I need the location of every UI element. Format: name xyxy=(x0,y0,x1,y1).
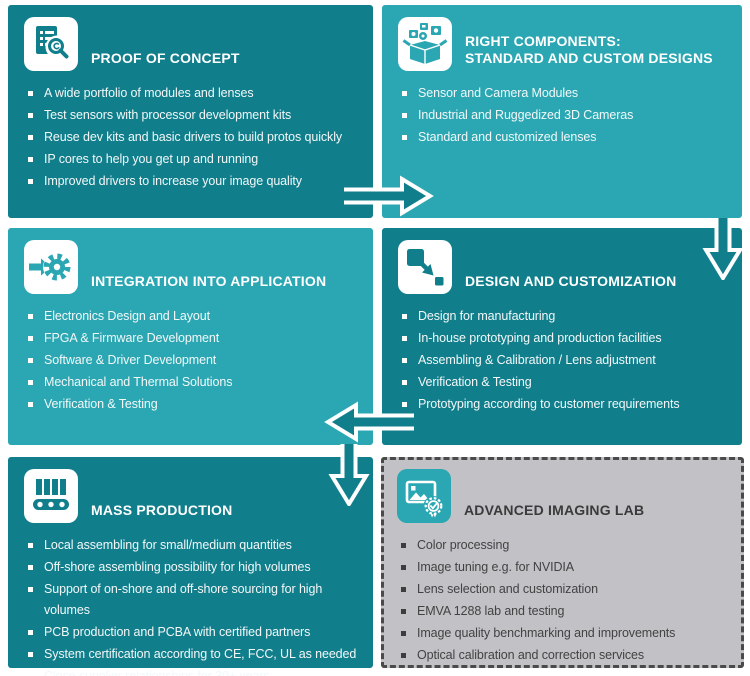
bullet-item: IP cores to help you get up and running xyxy=(24,149,367,170)
panel-header: MASS PRODUCTION xyxy=(24,469,367,523)
bullet-item: FPGA & Firmware Development xyxy=(24,328,367,349)
panel-header: ADVANCED IMAGING LAB xyxy=(397,469,737,523)
bullet-item: Sensor and Camera Modules xyxy=(398,83,736,104)
bullet-list: Color processing Image tuning e.g. for N… xyxy=(397,535,737,666)
bullet-item: Support of on-shore and off-shore sourci… xyxy=(24,579,367,621)
bullet-item: System certification according to CE, FC… xyxy=(24,644,367,665)
panel-right-components: RIGHT COMPONENTS: STANDARD AND CUSTOM DE… xyxy=(382,5,742,218)
flow-arrow-down-icon xyxy=(699,218,747,280)
bullet-item: Optical calibration and correction servi… xyxy=(397,645,737,666)
bullet-item: Mechanical and Thermal Solutions xyxy=(24,372,367,393)
bullet-item: Lens selection and customization xyxy=(397,579,737,600)
panel-header: DESIGN AND CUSTOMIZATION xyxy=(398,240,736,294)
panel-title-line: PROOF OF CONCEPT xyxy=(91,50,240,66)
panel-title: ADVANCED IMAGING LAB xyxy=(464,502,644,523)
bullet-item: Color processing xyxy=(397,535,737,556)
bullet-item: Standard and customized lenses xyxy=(398,127,736,148)
panel-title: MASS PRODUCTION xyxy=(91,502,232,523)
bullet-item: Prototyping according to customer requir… xyxy=(398,394,736,415)
conveyor-belt-icon xyxy=(24,469,78,523)
components-box-icon xyxy=(398,17,452,71)
bullet-item: Local assembling for small/medium quanti… xyxy=(24,535,367,556)
flow-arrow-right-icon xyxy=(344,172,434,220)
panel-header: PROOF OF CONCEPT xyxy=(24,17,367,71)
panel-title-line: RIGHT COMPONENTS: xyxy=(465,33,621,49)
bullet-item: Design for manufacturing xyxy=(398,306,736,327)
bullet-item: Reuse dev kits and basic drivers to buil… xyxy=(24,127,367,148)
panel-title: INTEGRATION INTO APPLICATION xyxy=(91,273,326,294)
resize-arrow-icon xyxy=(398,240,452,294)
panel-title-line: MASS PRODUCTION xyxy=(91,502,233,518)
bullet-item: EMVA 1288 lab and testing xyxy=(397,601,737,622)
flow-arrow-left-icon xyxy=(322,398,414,446)
panel-title: DESIGN AND CUSTOMIZATION xyxy=(465,273,676,294)
panel-proof-of-concept: PROOF OF CONCEPT A wide portfolio of mod… xyxy=(8,5,373,218)
panel-integration-into-application: INTEGRATION INTO APPLICATION Electronics… xyxy=(8,228,373,445)
bullet-item: Close supplier relationships for 30+ yea… xyxy=(24,666,367,676)
bullet-item: Verification & Testing xyxy=(398,372,736,393)
bullet-item: Software & Driver Development xyxy=(24,350,367,371)
bullet-item: Assembling & Calibration / Lens adjustme… xyxy=(398,350,736,371)
panel-mass-production: MASS PRODUCTION Local assembling for sma… xyxy=(8,457,373,676)
bullet-item: Industrial and Ruggedized 3D Cameras xyxy=(398,105,736,126)
bullet-item: A wide portfolio of modules and lenses xyxy=(24,83,367,104)
flow-arrow-down-icon xyxy=(325,444,373,506)
panel-advanced-imaging-lab: ADVANCED IMAGING LAB Color processing Im… xyxy=(381,457,744,668)
panel-title: PROOF OF CONCEPT xyxy=(91,50,240,71)
bullet-item: Image quality benchmarking and improveme… xyxy=(397,623,737,644)
bullet-item: In-house prototyping and production faci… xyxy=(398,328,736,349)
panel-title-line: ADVANCED IMAGING LAB xyxy=(464,502,645,518)
panel-design-and-customization: DESIGN AND CUSTOMIZATION Design for manu… xyxy=(382,228,742,445)
bullet-item: Image tuning e.g. for NVIDIA xyxy=(397,557,737,578)
bullet-list: Sensor and Camera Modules Industrial and… xyxy=(398,83,736,148)
bullet-item: Off-shore assembling possibility for hig… xyxy=(24,557,367,578)
bullet-list: Electronics Design and Layout FPGA & Fir… xyxy=(24,306,367,415)
document-search-icon xyxy=(24,17,78,71)
panel-header: INTEGRATION INTO APPLICATION xyxy=(24,240,367,294)
panel-title: RIGHT COMPONENTS: STANDARD AND CUSTOM DE… xyxy=(465,33,713,71)
bullet-list: Design for manufacturing In-house protot… xyxy=(398,306,736,415)
bullet-item: Verification & Testing xyxy=(24,394,367,415)
imaging-badge-icon xyxy=(397,469,451,523)
bullet-item: Electronics Design and Layout xyxy=(24,306,367,327)
bullet-item: PCB production and PCBA with certified p… xyxy=(24,622,367,643)
panel-title-line: INTEGRATION INTO APPLICATION xyxy=(91,273,327,289)
bullet-list: Local assembling for small/medium quanti… xyxy=(24,535,367,676)
panel-title-line: STANDARD AND CUSTOM DESIGNS xyxy=(465,50,713,66)
bullet-list: A wide portfolio of modules and lenses T… xyxy=(24,83,367,192)
bullet-item: Test sensors with processor development … xyxy=(24,105,367,126)
gear-arrow-icon xyxy=(24,240,78,294)
panel-header: RIGHT COMPONENTS: STANDARD AND CUSTOM DE… xyxy=(398,17,736,71)
panel-title-line: DESIGN AND CUSTOMIZATION xyxy=(465,273,677,289)
bullet-item: Improved drivers to increase your image … xyxy=(24,171,367,192)
